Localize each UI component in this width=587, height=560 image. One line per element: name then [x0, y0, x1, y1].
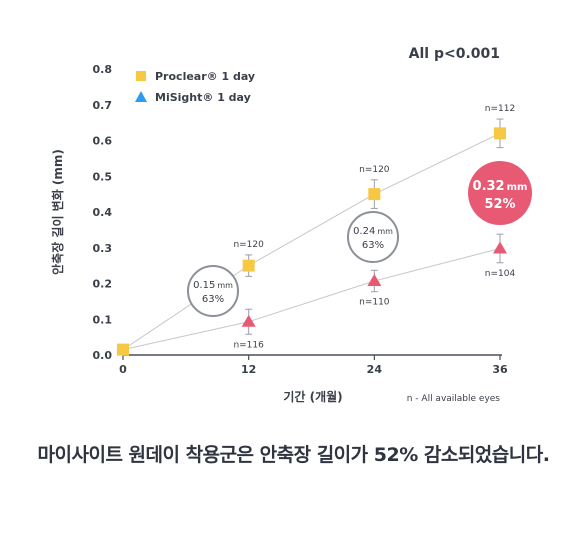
data-point-triangle — [367, 273, 382, 286]
data-point-square — [494, 127, 506, 140]
legend-label: Proclear® 1 day — [155, 70, 255, 83]
y-tick-label: 0.8 — [93, 63, 113, 76]
footnote: n - All available eyes — [407, 394, 501, 404]
reduction-percent: 52% — [484, 197, 515, 212]
reduction-unit: mm — [377, 227, 393, 236]
data-point-square — [242, 259, 255, 272]
x-axis-title: 기간 (개월) — [283, 389, 342, 404]
n-label: n=104 — [485, 269, 516, 279]
reduction-percent: 63% — [202, 294, 224, 305]
y-tick-label: 0.4 — [93, 206, 113, 219]
y-tick-label: 0.1 — [93, 313, 113, 326]
chart: 0 12 24 36 0.0 0.1 0.2 0.3 0.4 0.5 0.6 0.7 0.8 n=120… — [50, 46, 532, 404]
reduction-percent: 63% — [362, 240, 384, 251]
x-tick-label: 12 — [241, 363, 256, 376]
n-label: n=120 — [359, 165, 390, 175]
series-line — [122, 132, 501, 351]
y-tick-label: 0.3 — [93, 242, 113, 255]
reduction-bubble — [347, 211, 399, 263]
axes: 0 12 24 36 0.0 0.1 0.2 0.3 0.4 0.5 0.6 0.7 0.8 — [93, 63, 508, 376]
reduction-unit: mm — [217, 281, 233, 290]
x-tick-label: 0 — [119, 363, 127, 376]
reduction-value: 0.24 — [353, 226, 375, 237]
series-layer: n=120 n=120 n=112 n=116 n=110 n=104 — [117, 104, 515, 356]
significance-label: All p<0.001 — [409, 46, 500, 62]
reduction-unit: mm — [507, 182, 528, 193]
x-tick-label: 36 — [492, 363, 508, 376]
data-point-square — [368, 188, 381, 201]
n-label: n=120 — [233, 240, 264, 250]
data-point-triangle — [241, 314, 256, 327]
legend-label: MiSight® 1 day — [155, 91, 251, 104]
data-point-square — [117, 343, 129, 356]
y-axis-title: 안축장 길이 변화 (mm) — [50, 149, 65, 275]
y-tick-label: 0.7 — [93, 99, 113, 112]
n-label: n=110 — [359, 298, 390, 308]
reduction-bubble — [187, 265, 239, 317]
y-tick-label: 0.2 — [93, 278, 113, 291]
legend-swatch-triangle — [135, 91, 147, 102]
n-label: n=112 — [485, 104, 515, 114]
legend: Proclear® 1 day MiSight® 1 day — [135, 70, 255, 104]
series-line — [122, 247, 501, 351]
y-tick-label: 0.0 — [93, 349, 113, 362]
caption: 마이사이트 원데이 착용군은 안축장 길이가 52% 감소되었습니다. — [37, 444, 550, 466]
data-point-triangle — [493, 241, 507, 254]
n-label: n=116 — [233, 340, 264, 350]
reduction-amount: 0.24 mm — [353, 226, 393, 237]
y-tick-label: 0.6 — [93, 135, 113, 148]
reduction-amount: 0.32 mm — [473, 179, 528, 194]
reduction-value: 0.15 — [193, 280, 215, 291]
x-tick-label: 24 — [367, 363, 383, 376]
reduction-amount: 0.15 mm — [193, 280, 233, 291]
reduction-bubble — [468, 161, 532, 225]
y-tick-label: 0.5 — [93, 170, 113, 183]
reduction-value: 0.32 — [473, 179, 505, 194]
legend-swatch-square — [136, 71, 146, 81]
